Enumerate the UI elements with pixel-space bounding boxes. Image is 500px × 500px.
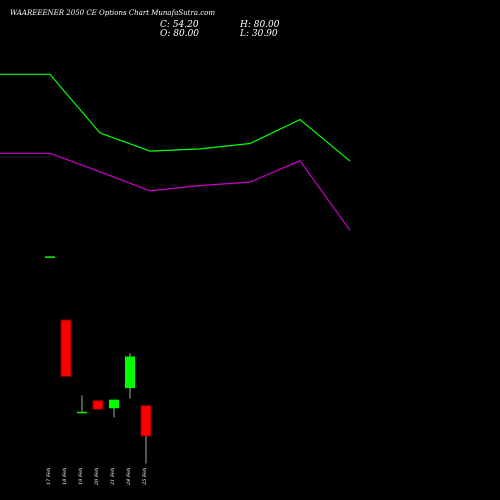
- chart-title: WAAREEENER 2050 CE Options Chart MunafaS…: [10, 9, 216, 17]
- x-tick-label: 17 Feb: [46, 467, 52, 485]
- candle-19-feb: [77, 395, 87, 414]
- candle-18-feb: [60, 319, 72, 377]
- x-tick-label: 25 Feb: [142, 467, 148, 485]
- candle-body: [92, 400, 104, 410]
- candle-body: [77, 411, 87, 414]
- x-tick-label: 20 Feb: [94, 467, 100, 485]
- x-tick-label: 18 Feb: [62, 467, 68, 485]
- candle-body: [45, 256, 55, 258]
- x-tick-label: 24 Feb: [126, 467, 132, 485]
- x-tick-label: 21 Feb: [110, 467, 116, 485]
- band-line-1: [0, 73, 351, 162]
- candle-body: [125, 356, 135, 389]
- band-line-2: [0, 152, 351, 231]
- high-price: H: 80.00: [240, 20, 280, 30]
- candle-21-feb: [109, 399, 119, 418]
- candle-24-feb: [125, 353, 135, 399]
- x-tick-label: 19 Feb: [78, 467, 84, 485]
- candle-25-feb: [140, 405, 152, 464]
- open-price: O: 80.00: [160, 29, 200, 39]
- candle-body: [60, 319, 72, 377]
- close-price: C: 54.20: [160, 20, 199, 30]
- candle-20-feb: [92, 400, 104, 410]
- candle-17-feb: [45, 256, 55, 258]
- low-price: L: 30.90: [240, 29, 278, 39]
- candle-body: [140, 405, 152, 437]
- candle-body: [109, 399, 119, 409]
